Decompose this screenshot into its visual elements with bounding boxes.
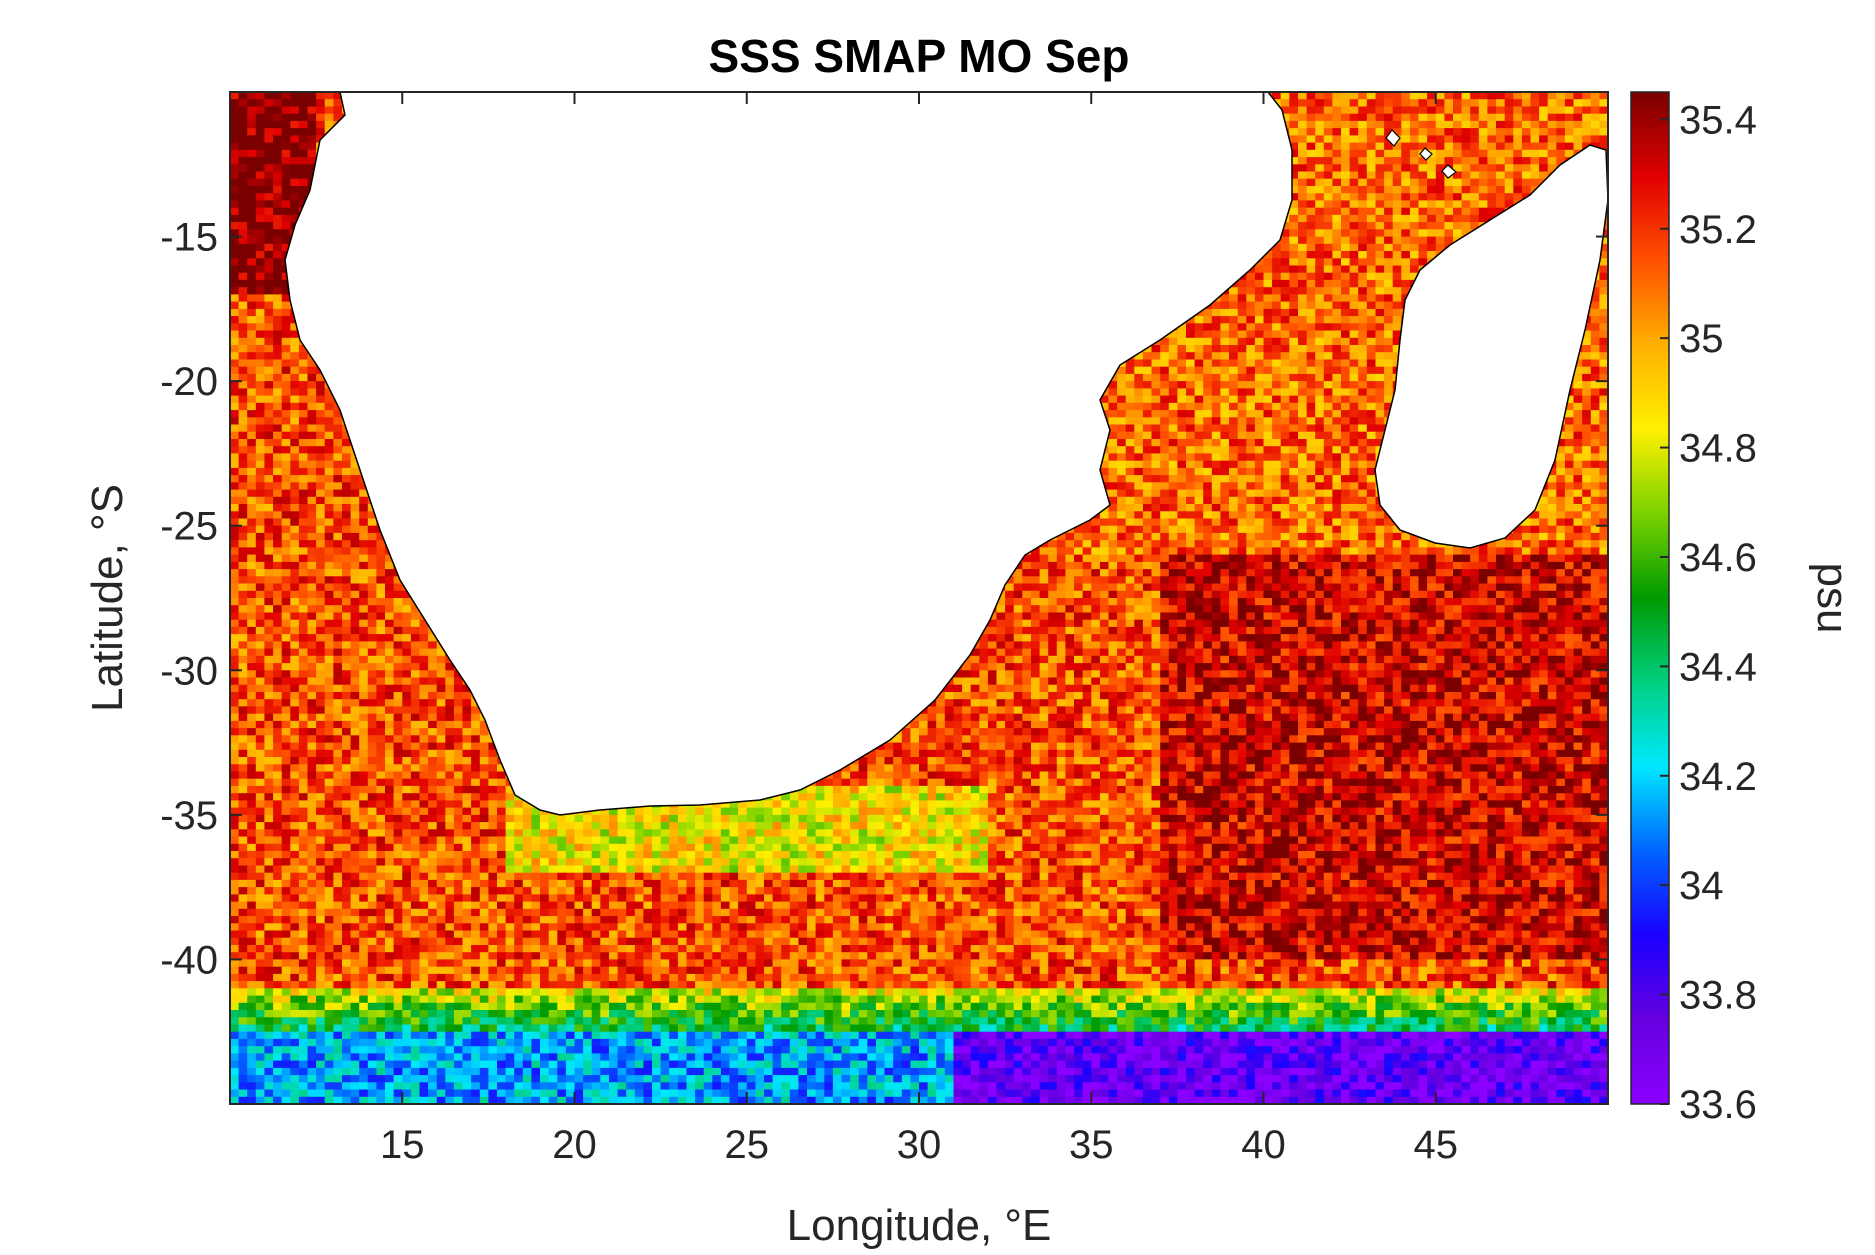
colorbar-tick-label: 34.6 xyxy=(1679,536,1757,580)
y-tick-label: -35 xyxy=(160,794,218,838)
chart-title: SSS SMAP MO Sep xyxy=(709,30,1130,82)
y-tick-label: -20 xyxy=(160,360,218,404)
colorbar-tick-label: 34.2 xyxy=(1679,755,1757,799)
y-tick-label: -15 xyxy=(160,216,218,260)
colorbar xyxy=(1631,92,1669,1104)
colorbar-tick-label: 33.8 xyxy=(1679,974,1757,1018)
y-tick-label: -25 xyxy=(160,505,218,549)
colorbar-tick-label: 35 xyxy=(1679,317,1724,361)
x-tick-label: 25 xyxy=(725,1123,770,1167)
colorbar-label: psu xyxy=(1808,563,1857,634)
y-axis-label: Latitude, °S xyxy=(83,484,132,712)
colorbar-tick-label: 35.2 xyxy=(1679,208,1757,252)
x-tick-label: 15 xyxy=(380,1123,425,1167)
x-axis-label: Longitude, °E xyxy=(787,1201,1052,1250)
colorbar-tick-label: 33.6 xyxy=(1679,1083,1757,1127)
x-tick-label: 35 xyxy=(1069,1123,1114,1167)
x-tick-label: 45 xyxy=(1414,1123,1459,1167)
x-tick-label: 20 xyxy=(552,1123,597,1167)
colorbar-tick-label: 34 xyxy=(1679,864,1724,908)
colorbar-tick-label: 34.8 xyxy=(1679,427,1757,471)
colorbar-tick-label: 35.4 xyxy=(1679,98,1757,142)
y-tick-label: -40 xyxy=(160,938,218,982)
x-tick-label: 30 xyxy=(897,1123,942,1167)
y-tick-label: -30 xyxy=(160,649,218,693)
colorbar-ticks: 35.4 35.2 35 34.8 34.6 34.4 34.2 34 33.8 33.6 xyxy=(1660,98,1757,1127)
x-tick-label: 40 xyxy=(1241,1123,1286,1167)
colorbar-tick-label: 34.4 xyxy=(1679,645,1757,689)
